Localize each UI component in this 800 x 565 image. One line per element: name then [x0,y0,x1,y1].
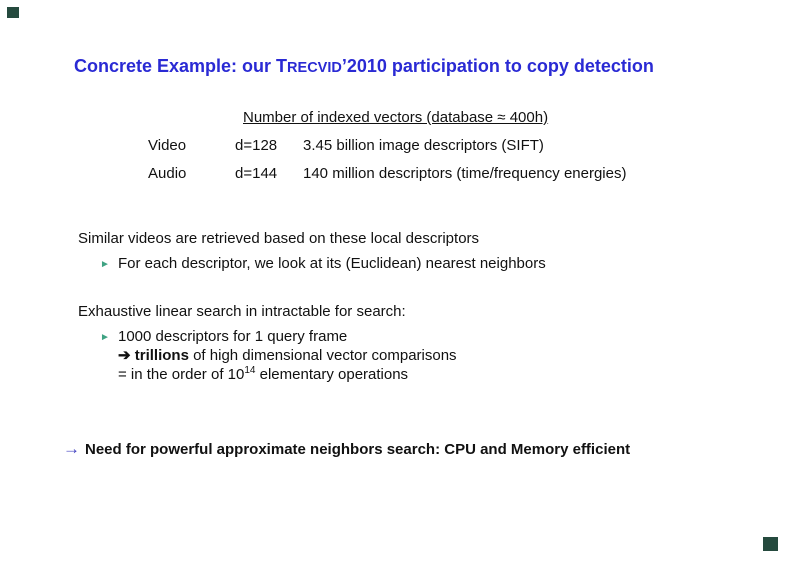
bullet-triangle-icon: ► [100,332,110,343]
trillions-bold-word: trillions [134,347,189,364]
exhaustive-search-heading: Exhaustive linear search in intractable … [78,303,406,320]
slide-title: Concrete Example: our TRECVID’2010 parti… [74,56,654,77]
table-row-video-dim: d=128 [235,137,278,154]
exhaustive-bullet-line3: = in the order of 1014 elementary operat… [118,365,408,383]
table-row-video-label: Video [148,137,187,154]
indexed-vectors-heading: Number of indexed vectors (database ≈ 40… [243,109,549,126]
slide-title-part1: Concrete Example: our T [74,56,288,76]
bullet-triangle-icon: ► [100,259,110,270]
line3-post: elementary operations [255,366,409,383]
blue-arrow-icon: → [63,439,80,458]
black-arrow-icon: ➔ [118,347,131,364]
table-row-audio-desc: 140 million descriptors (time/frequency … [303,165,627,182]
similar-videos-heading: Similar videos are retrieved based on th… [78,230,480,247]
line2-rest: of high dimensional vector comparisons [188,347,457,364]
exhaustive-bullet-line1: 1000 descriptors for 1 query frame [118,328,348,345]
exponent-14: 14 [244,365,256,376]
exhaustive-bullet-line2: ➔ trillions of high dimensional vector c… [118,346,457,364]
slide-title-part2: ’2010 participation to copy detection [341,56,654,76]
corner-square-icon [763,537,778,551]
conclusion-text: Need for powerful approximate neighbors … [85,441,631,458]
line3-pre: = in the order of 10 [118,366,245,383]
table-row-audio-label: Audio [148,165,187,182]
table-row-video-desc: 3.45 billion image descriptors (SIFT) [303,137,544,154]
slide-title-smallcaps: RECVID [287,60,342,76]
similar-videos-bullet: For each descriptor, we look at its (Euc… [118,255,546,272]
corner-square-icon [7,7,19,18]
table-row-audio-dim: d=144 [235,165,278,182]
